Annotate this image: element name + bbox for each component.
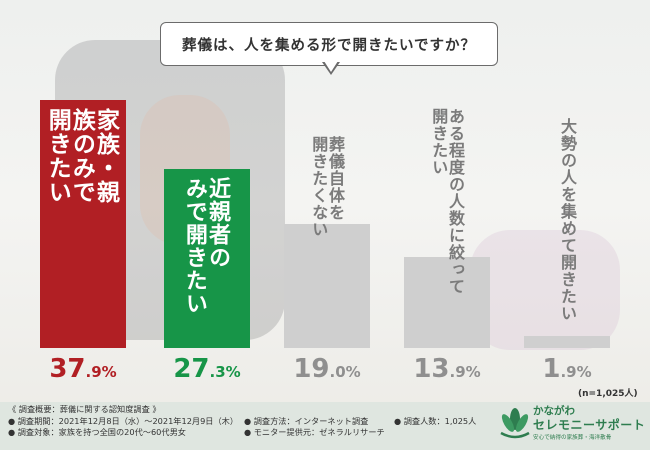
value-label-1-decimal: .9% — [85, 363, 117, 381]
survey-method: ● 調査方法：インターネット調査 — [244, 415, 369, 426]
bar-label-1-line-3: 開きたい — [44, 107, 71, 204]
value-label-2-decimal: .3% — [209, 363, 241, 381]
sample-size: (n=1,025人) — [578, 389, 638, 399]
bar-5 — [524, 335, 610, 348]
value-label-2-integer: 27 — [173, 354, 210, 384]
background-photo-flowers — [470, 230, 620, 350]
bar-4 — [404, 256, 490, 348]
bar-label-1-line-2: 族のみで — [68, 107, 95, 204]
bar-label-2: 近親者の みで開きたい — [181, 177, 230, 316]
brand-name: セレモニーサポート — [533, 418, 646, 432]
value-label-4: 13.9% — [394, 354, 500, 384]
bar-label-4-line-1: ある程度の人数に絞って — [445, 108, 465, 295]
value-label-2: 27.3% — [154, 354, 260, 384]
value-label-3: 19.0% — [274, 354, 380, 384]
footer-band — [0, 402, 650, 450]
bar-label-2-line-2: みで開きたい — [181, 177, 207, 316]
bar-label-4-line-2: 開きたい — [429, 108, 449, 176]
survey-period: ● 調査期間：2021年12月8日（水）〜2021年12月9日（木） — [8, 415, 239, 426]
survey-info: 《 調査概要：葬儀に関する認知度調査 》 ● 調査期間：2021年12月8日（水… — [8, 404, 476, 439]
bar-1 — [40, 99, 126, 348]
value-label-4-decimal: .9% — [449, 363, 481, 381]
survey-target: ● 調査対象：家族を持つ全国の20代〜60代男女 — [8, 427, 186, 437]
value-label-3-decimal: .0% — [329, 363, 361, 381]
bar-label-1-line-1: 家族・親 — [92, 107, 119, 204]
value-label-1-integer: 37 — [49, 354, 86, 384]
bar-label-3: 葬儀自体を 開きたくない — [309, 136, 345, 238]
bubble-tail-fill — [324, 61, 338, 72]
bar-label-2-line-1: 近親者の — [204, 177, 230, 270]
survey-title: 《 調査概要：葬儀に関する認知度調査 》 — [8, 404, 161, 414]
value-label-1: 37.9% — [30, 354, 136, 384]
survey-count: ● 調査人数：1,025人 — [394, 415, 477, 426]
survey-row-2: ● 調査対象：家族を持つ全国の20代〜60代男女 ● モニター提供元：ゼネラルリサ… — [8, 427, 476, 439]
question-text: 葬儀は、人を集める形で開きたいですか？ — [181, 37, 477, 54]
bar-label-1: 家族・親 族のみで 開きたい — [44, 107, 119, 204]
value-label-3-integer: 19 — [293, 354, 330, 384]
bar-label-3-line-2: 開きたくない — [309, 136, 329, 238]
brand-tagline: 安心で納得の家族葬・海洋散骨 — [533, 435, 612, 441]
bar-3 — [284, 223, 370, 348]
value-label-5-decimal: .9% — [560, 363, 592, 381]
brand-logo: かながわ セレモニーサポート 安心で納得の家族葬・海洋散骨 — [497, 401, 647, 447]
bar-label-5: 大勢の人を集めて開きたい — [557, 118, 577, 322]
survey-row-1: ● 調査期間：2021年12月8日（水）〜2021年12月9日（木） ● 調査方法… — [8, 416, 476, 428]
bar-label-5-line-1: 大勢の人を集めて開きたい — [557, 118, 577, 322]
value-label-4-integer: 13 — [413, 354, 450, 384]
value-label-5-integer: 1 — [542, 354, 561, 384]
bar-2 — [164, 169, 250, 348]
survey-provider: ● モニター提供元：ゼネラルリサーチ — [244, 427, 385, 437]
lotus-icon — [500, 408, 530, 439]
value-label-5: 1.9% — [514, 354, 620, 384]
brand-top: かながわ — [533, 405, 575, 417]
bar-label-3-line-1: 葬儀自体を — [325, 136, 345, 221]
bar-label-4: ある程度の人数に絞って 開きたい — [429, 108, 465, 295]
